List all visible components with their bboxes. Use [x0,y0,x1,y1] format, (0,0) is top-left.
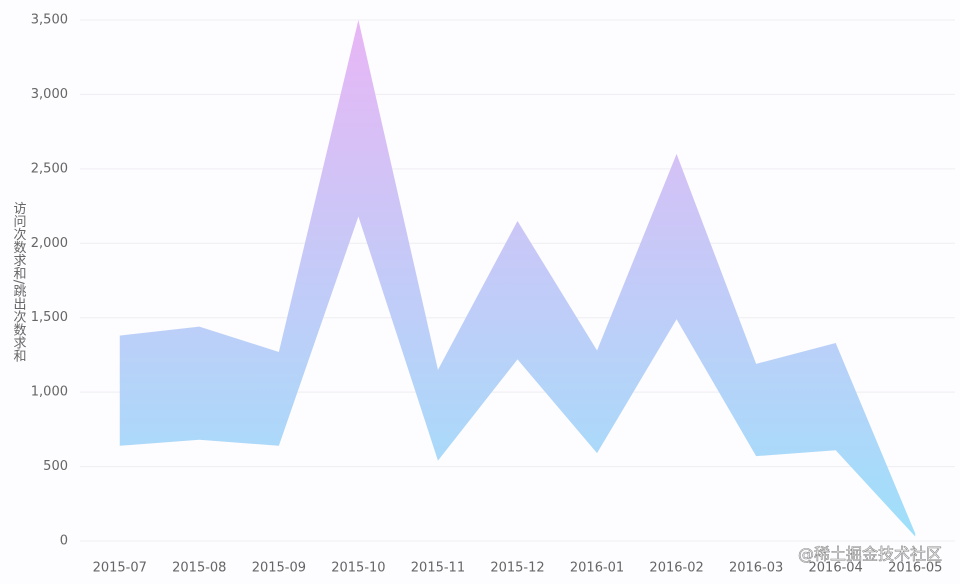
x-tick-label: 2015-09 [252,561,306,576]
x-tick-label: 2015-10 [331,561,385,576]
y-axis-label: 访问次数求和/跳出次数求和 [11,202,27,363]
y-tick-label: 3,000 [31,87,68,102]
y-tick-label: 1,500 [31,310,68,325]
x-tick-label: 2015-08 [172,561,226,576]
y-tick-label: 2,000 [31,236,68,251]
x-tick-label: 2015-11 [411,561,465,576]
y-tick-label: 3,500 [31,13,68,28]
x-tick-label: 2016-05 [888,561,942,576]
x-tick-label: 2016-03 [729,561,783,576]
y-tick-label: 2,500 [31,161,68,176]
watermark: @稀土掘金技术社区 [798,545,942,564]
x-tick-label: 2016-02 [649,561,703,576]
y-tick-label: 1,000 [31,385,68,400]
x-tick-label: 2015-12 [490,561,544,576]
x-tick-label: 2015-07 [93,561,147,576]
y-tick-label: 0 [60,534,68,549]
y-tick-label: 500 [43,459,68,474]
x-tick-label: 2016-04 [809,561,863,576]
range-area [119,20,916,537]
x-tick-label: 2016-01 [570,561,624,576]
